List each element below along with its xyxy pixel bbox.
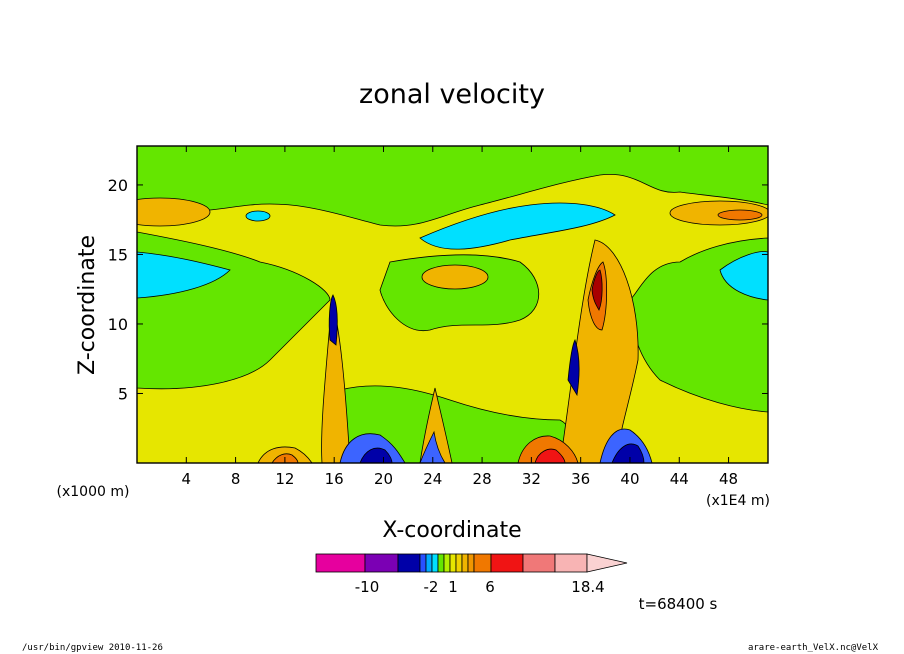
y-tick-label: 5 [118,384,128,403]
x-units-right: (x1E4 m) [706,493,770,509]
colorbar-swatch [443,553,451,573]
colorbar-swatch [490,553,524,573]
colorbar-swatch [431,553,439,573]
colorbar-swatch [473,553,492,573]
y-tick-label: 10 [108,315,128,334]
chart-title: zonal velocity [359,79,545,110]
y-axis-ticks: 5 10 15 20 [108,176,768,403]
y-axis-label: Z-coordinate [75,235,100,375]
wave16-lowdark [359,447,393,463]
x-tick-label: 4 [182,470,192,488]
x-tick-label: 20 [374,470,393,488]
x-tick-label: 28 [473,470,492,488]
wave37-blue [567,339,580,397]
colorbar-swatch [364,553,399,573]
footer-left: /usr/bin/gpview 2010-11-26 [22,643,163,653]
wave16-blue [328,294,338,346]
y-tick-label: 15 [108,245,128,264]
colorbar-swatch [425,553,433,573]
x-axis-ticks: 4 8 12 16 20 24 28 32 36 40 44 48 [182,146,738,488]
jet-upper-right-core [717,209,763,221]
colorbar-tick-label: 18.4 [571,578,604,596]
x-axis-label: X-coordinate [382,518,521,543]
x-tick-label: 44 [670,470,689,488]
plot-frame [136,145,769,464]
surface-red [534,448,566,463]
cyan-right-patch [719,251,768,301]
colorbar-swatch [397,553,421,573]
x-tick-label: 16 [325,470,344,488]
wave37-lowdark [611,443,645,463]
x-tick-label: 40 [620,470,639,488]
cyan-small-patch [245,210,271,222]
colorbar [315,553,628,573]
colorbar-swatch [455,553,463,573]
colorbar-swatch [554,553,588,573]
x-tick-label: 8 [231,470,241,488]
wave24-blue [419,430,446,463]
colorbar-labels: -10 -2 1 6 18.4 [355,578,605,596]
x-tick-label: 24 [423,470,442,488]
center-green-region [379,254,540,332]
wave37-core [591,269,603,311]
mid-orange-patch [421,264,489,290]
x-tick-label: 12 [275,470,294,488]
colorbar-extend-arrow [586,553,628,573]
colorbar-tick-label: -2 [424,578,439,596]
colorbar-swatch [522,553,556,573]
cyan-left-patch [137,251,231,299]
colorbar-swatch [467,553,475,573]
colorbar-tick-label: 6 [485,578,495,596]
x-tick-label: 36 [571,470,590,488]
y-tick-label: 20 [108,176,128,195]
x-units-left: (x1000 m) [57,484,130,500]
x-tick-label: 48 [719,470,738,488]
cyan-upper-patch [419,202,616,250]
x-tick-label: 32 [522,470,541,488]
colorbar-swatch [419,553,427,573]
colorbar-swatch [449,553,457,573]
colorbar-tick-label: -10 [355,578,380,596]
colorbar-tick-label: 1 [448,578,458,596]
upper-green-region [137,146,768,227]
time-label: t=68400 s [639,595,718,613]
colorbar-swatch [437,553,445,573]
plot-area [137,146,768,463]
jet-upper-left-orange [137,197,211,227]
colorbar-swatch [461,553,469,573]
colorbar-swatch [315,553,366,573]
footer-right: arare-earth_VelX.nc@VelX [748,643,879,653]
